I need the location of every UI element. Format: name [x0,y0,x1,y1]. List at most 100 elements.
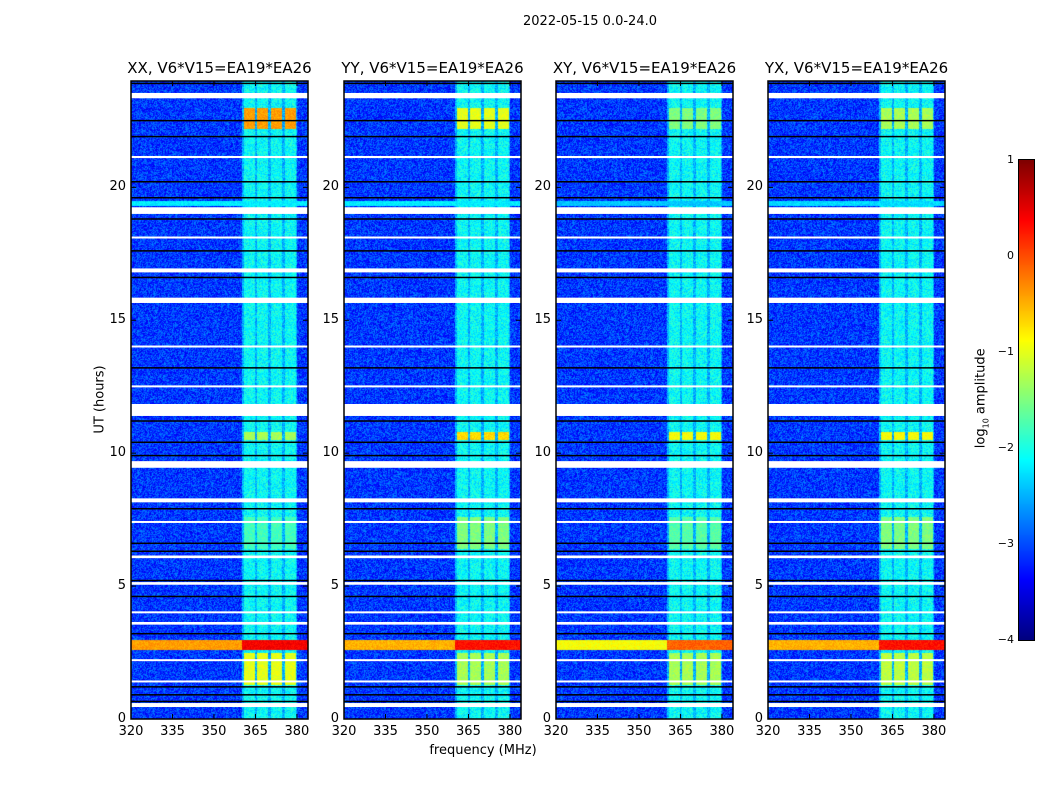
flagged-gap [768,621,945,625]
y-tick-label: 5 [117,578,126,594]
flagged-gap [131,92,308,99]
dark-row [768,632,945,635]
dark-row [344,454,521,457]
flagged-gap [556,680,733,683]
flagged-gap [344,611,521,614]
dark-row [768,135,945,138]
dark-row [131,694,308,696]
dark-row [556,276,733,279]
dark-row [556,119,733,122]
flagged-gap [344,345,521,348]
y-tick-label: 20 [534,179,551,195]
y-tick-label: 5 [754,578,763,594]
flagged-gap [344,236,521,239]
dark-row [556,196,733,199]
y-tick-label: 10 [109,445,126,461]
x-tick-label: 320 [543,724,569,739]
flagged-gap [556,403,733,416]
colorbar-tick-label: −3 [997,537,1014,550]
panel-overlay [343,80,522,720]
dark-row [556,367,733,369]
dark-row [344,82,521,85]
dark-row [556,686,733,688]
flagged-gap [768,520,945,523]
flagged-gap [344,582,521,585]
flagged-gap [556,92,733,99]
dark-row [768,420,945,422]
y-tick-label: 20 [109,179,126,195]
flagged-gap [344,461,521,468]
x-tick-label: 380 [497,724,523,739]
x-tick-label: 350 [414,724,440,739]
dark-row [131,420,308,422]
flagged-gap [768,461,945,468]
flagged-gap [131,403,308,416]
dark-row [344,218,521,220]
flagged-gap [131,155,308,159]
x-tick-label: 380 [284,724,310,739]
flagged-gap [768,498,945,503]
x-tick-label: 365 [243,724,268,739]
y-tick-label: 10 [534,445,551,461]
dark-row [768,686,945,688]
dark-row [131,632,308,635]
flagged-gap [344,703,521,708]
flagged-gap [556,345,733,348]
dark-row [344,367,521,369]
flagged-gap [131,611,308,614]
dark-row [131,181,308,183]
dark-row [768,441,945,444]
panel-title: XX, V6*V15=EA19*EA26 [127,59,312,77]
y-tick-label: 0 [754,711,763,726]
flagged-gap [556,236,733,239]
dark-row [344,507,521,510]
x-tick-label: 335 [797,724,822,739]
dark-row [131,454,308,457]
dark-row [344,119,521,122]
dark-row [344,694,521,696]
dark-row [344,420,521,422]
flagged-gap [344,659,521,662]
x-tick-label: 350 [626,724,652,739]
flagged-gap [768,555,945,559]
dark-row [131,250,308,252]
flagged-gap [556,155,733,159]
colorbar-tick-label: −2 [997,441,1014,454]
dark-row [768,250,945,252]
dark-row [131,82,308,85]
dark-row [131,550,308,553]
flagged-gap [344,155,521,159]
x-tick-label: 365 [880,724,905,739]
flagged-gap [768,659,945,662]
y-axis-label: UT (hours) [92,365,108,434]
dark-row [768,181,945,183]
flagged-gap [768,236,945,239]
flagged-gap [556,621,733,625]
x-tick-label: 350 [838,724,864,739]
dark-row [344,276,521,279]
dark-row [768,454,945,457]
panel-overlay [767,80,946,720]
colorbar-tick-label: 0 [1007,249,1014,262]
dark-row [131,595,308,598]
flagged-gap [556,582,733,585]
flagged-gap [131,345,308,348]
y-tick-label: 5 [542,578,551,594]
y-tick-label: 15 [746,312,763,328]
panel-title: YX, V6*V15=EA19*EA26 [764,59,949,77]
colorbar [1018,159,1035,641]
flagged-gap [768,92,945,99]
y-tick-label: 10 [322,445,339,461]
dark-row [768,82,945,85]
dark-row [131,441,308,444]
dark-row [131,542,308,545]
panel-frame [343,80,522,720]
y-tick-label: 5 [330,578,339,594]
flagged-gap [344,297,521,303]
dark-row [556,135,733,138]
dark-row [344,250,521,252]
x-tick-label: 365 [668,724,693,739]
flagged-gap [556,385,733,388]
flagged-gap [556,611,733,614]
colorbar-tick-label: 1 [1007,153,1014,166]
